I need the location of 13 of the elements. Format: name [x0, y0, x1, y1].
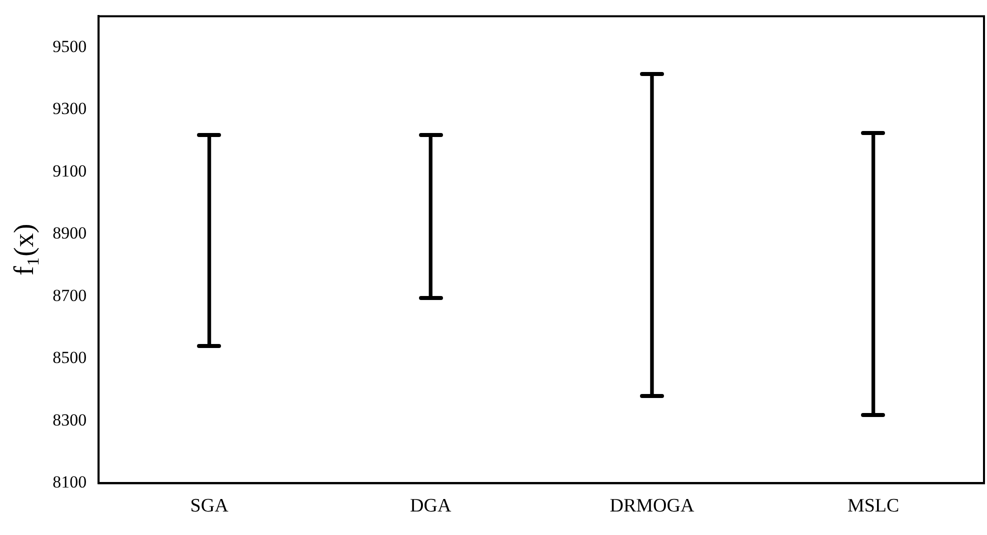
x-tick-label: SGA: [190, 496, 229, 517]
x-tick-label: MSLC: [847, 496, 900, 517]
y-tick-label: 8300: [52, 410, 87, 430]
x-tick-label: DGA: [410, 496, 452, 517]
y-axis-title: f₁(x): [9, 224, 40, 276]
y-tick-label: 8500: [52, 348, 87, 368]
y-tick-label: 9100: [52, 161, 87, 180]
y-tick-label: 8700: [52, 286, 87, 305]
y-tick-label: 8100: [52, 472, 87, 492]
y-tick-label: 9300: [52, 99, 87, 118]
x-tick-label: DRMOGA: [610, 496, 694, 517]
y-tick-label: 9500: [52, 36, 87, 56]
y-tick-label: 8900: [52, 224, 87, 243]
